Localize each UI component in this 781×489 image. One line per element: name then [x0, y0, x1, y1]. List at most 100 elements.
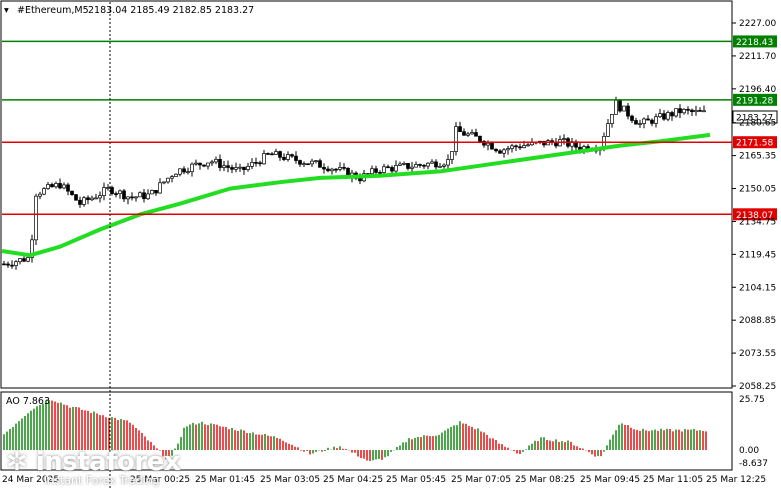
level-tag	[733, 93, 777, 106]
candle-body	[402, 163, 406, 165]
candle-body	[486, 142, 490, 146]
candle-body	[178, 168, 182, 175]
time-tick-label: 25 Mar 11:05	[643, 475, 703, 485]
candle-body	[514, 145, 518, 148]
price-axis: 2227.00 2211.70 2196.40 2180.65 2165.35 2150.…	[732, 19, 776, 392]
candle-body	[130, 196, 134, 199]
candle-body	[274, 151, 278, 155]
time-tick-label: 25 Mar 12:25	[706, 475, 766, 485]
time-tick-label: 24 Mar 2025	[2, 475, 59, 485]
time-tick-label: 25 Mar 07:05	[451, 475, 511, 485]
candle-body	[210, 161, 214, 164]
candle-body	[606, 123, 610, 137]
candle-body	[286, 154, 290, 160]
candle-body	[14, 261, 18, 266]
candle-body	[398, 163, 402, 166]
candle-body	[270, 153, 274, 156]
price-tick-label: 2211.70	[739, 52, 776, 62]
ao-tick-label: -8.637	[739, 459, 768, 469]
candle-body	[494, 148, 498, 152]
candle-body	[70, 190, 74, 195]
candle-body	[34, 195, 38, 241]
candle-body	[474, 132, 478, 137]
candle-body	[230, 167, 234, 170]
candle-body	[46, 184, 50, 189]
candle-body	[110, 187, 114, 194]
candle-body	[702, 110, 706, 113]
candlesticks	[2, 96, 706, 270]
ao-histogram	[3, 400, 707, 461]
price-panel[interactable]	[0, 0, 733, 389]
price-levels: 2218.43 2191.28 2171.58 2138.07 2183.27	[2, 35, 778, 221]
candle-body	[406, 163, 410, 169]
candle-body	[466, 133, 470, 136]
candle-body	[410, 166, 414, 169]
candle-body	[562, 138, 566, 140]
ao-tick-label: 0.00	[739, 446, 759, 456]
price-tick-label: 2134.75	[739, 217, 776, 227]
candle-body	[626, 105, 630, 117]
price-tick-label: 2150.05	[739, 185, 776, 195]
candle-body	[190, 163, 194, 173]
candle-body	[194, 162, 198, 165]
current-price-label: 2183.27	[736, 114, 773, 124]
candle-body	[382, 166, 386, 173]
candle-body	[542, 140, 546, 146]
candle-body	[186, 171, 190, 174]
candle-body	[202, 164, 206, 167]
candle-body	[106, 187, 110, 189]
candle-body	[90, 197, 94, 201]
candle-body	[370, 168, 374, 175]
candle-body	[342, 167, 346, 169]
candle-body	[54, 183, 58, 188]
candle-body	[50, 184, 54, 188]
time-tick-label: 25 Mar 03:05	[260, 475, 320, 485]
ao-tick-label: 25.75	[739, 395, 765, 405]
candle-body	[258, 162, 262, 165]
price-tick-label: 2196.40	[739, 85, 776, 95]
candle-body	[442, 164, 446, 167]
candle-body	[506, 148, 510, 151]
candle-body	[390, 167, 394, 172]
candle-body	[314, 160, 318, 163]
candle-body	[310, 160, 314, 165]
candle-body	[154, 190, 158, 194]
watermark: ✲ instaforex Instant Forex Trading	[6, 447, 181, 487]
price-tick-label: 2165.35	[739, 152, 776, 162]
ohlc-values: 2183.04 2185.49 2182.85 2183.27	[88, 5, 254, 16]
symbol-label: #Ethereum,M5	[17, 5, 89, 16]
candle-body	[330, 168, 334, 172]
candle-body	[678, 108, 682, 114]
candle-body	[470, 132, 474, 135]
candle-body	[526, 144, 530, 147]
candle-body	[386, 166, 390, 169]
logo-mark-icon: ✲	[6, 447, 28, 477]
candle-body	[214, 158, 218, 163]
candle-body	[114, 193, 118, 195]
dropdown-arrow-icon[interactable]: ▾	[4, 5, 9, 16]
candle-body	[338, 167, 342, 170]
candle-body	[18, 258, 22, 263]
ao-axis: 25.75 0.00 -8.637	[739, 395, 768, 469]
candle-body	[662, 113, 666, 120]
candle-body	[610, 113, 614, 124]
price-tick-label: 2058.25	[739, 382, 776, 392]
candle-body	[42, 188, 46, 195]
candle-body	[650, 119, 654, 124]
candle-body	[422, 164, 426, 167]
candle-body	[642, 118, 646, 124]
level-tag-label: 2191.28	[736, 96, 773, 106]
candle-body	[206, 162, 210, 167]
candle-body	[74, 194, 78, 201]
candle-body	[182, 168, 186, 173]
candle-body	[138, 192, 142, 198]
candle-body	[150, 190, 154, 195]
moving-average-line	[1, 132, 711, 258]
candle-body	[430, 161, 434, 164]
candle-body	[58, 183, 62, 189]
candle-body	[510, 145, 514, 149]
level-tag-label: 2218.43	[736, 38, 773, 48]
candle-body	[246, 166, 250, 170]
instaforex-logo: ✲ instaforex	[6, 447, 181, 477]
